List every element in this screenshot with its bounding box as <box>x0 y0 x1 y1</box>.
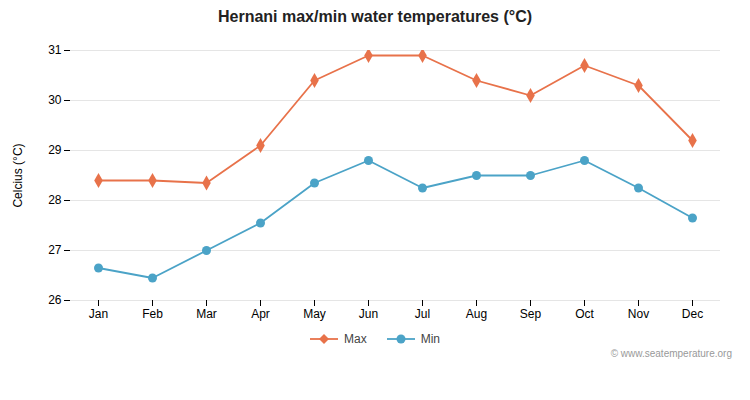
svg-text:29: 29 <box>48 143 62 157</box>
svg-text:Oct: Oct <box>575 307 594 321</box>
svg-text:Jul: Jul <box>415 307 430 321</box>
html-text:© www.seatemperature.org: © www.seatemperature.org <box>610 348 732 359</box>
svg-text:Dec: Dec <box>682 307 703 321</box>
svg-text:Aug: Aug <box>466 307 487 321</box>
svg-text:Celcius (°C): Celcius (°C) <box>11 143 25 207</box>
html-text:Hernani max/min water temperat: Hernani max/min water temperatures (°C) <box>218 8 532 25</box>
svg-text:31: 31 <box>48 43 62 57</box>
svg-text:Feb: Feb <box>142 307 163 321</box>
svg-text:26: 26 <box>48 293 62 307</box>
svg-text:Jun: Jun <box>359 307 378 321</box>
svg-text:28: 28 <box>48 193 62 207</box>
svg-text:Mar: Mar <box>196 307 217 321</box>
svg-text:May: May <box>303 307 326 321</box>
svg-text:Nov: Nov <box>628 307 649 321</box>
html-text:Max: Max <box>344 332 367 346</box>
svg-text:30: 30 <box>48 93 62 107</box>
html-text:Min: Min <box>420 332 440 346</box>
svg-text:Apr: Apr <box>251 307 270 321</box>
svg-text:Jan: Jan <box>89 307 108 321</box>
svg-text:Sep: Sep <box>520 307 542 321</box>
svg-text:27: 27 <box>48 243 62 257</box>
